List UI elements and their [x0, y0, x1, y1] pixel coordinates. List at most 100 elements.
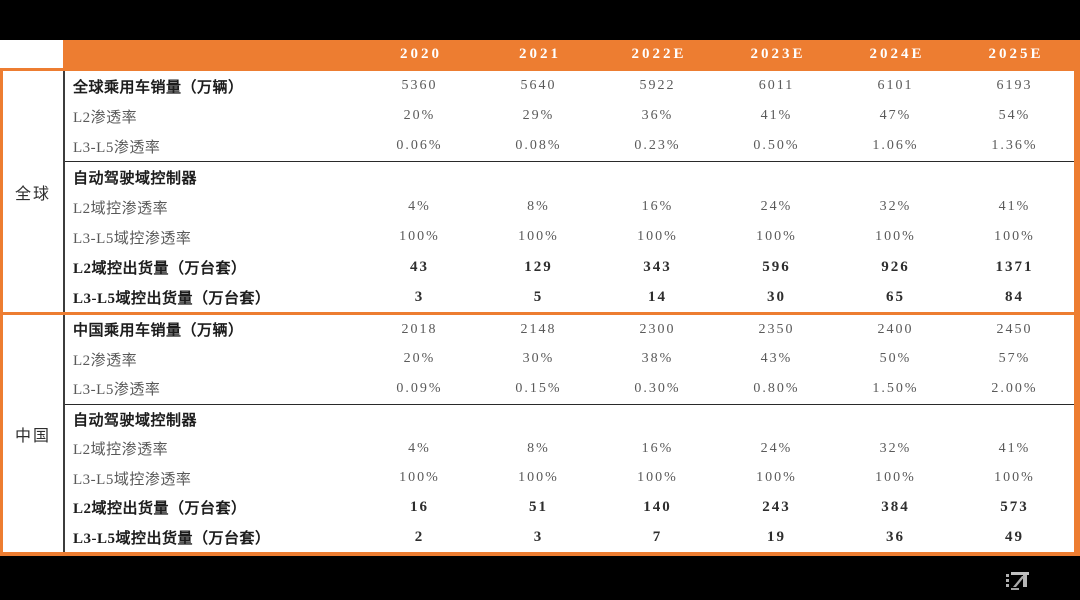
region-cell-china: 中国 [3, 315, 65, 552]
value-cell: 4% [408, 199, 431, 214]
value-cell: 36% [641, 108, 674, 123]
value-cell: 100% [875, 470, 916, 486]
value-cell: 19 [767, 528, 786, 545]
value-cell: 2300 [639, 321, 676, 337]
row-label: L3-L5域控出货量（万台套） [73, 290, 271, 307]
value-cell: 1.36% [991, 138, 1038, 153]
table-row: 自动驾驶域控制器 [65, 161, 1074, 192]
region-label: 中国 [14, 427, 51, 445]
value-cell: 2148 [520, 321, 557, 337]
value-cell: 0.09% [396, 380, 443, 396]
value-cell: 100% [756, 470, 797, 486]
table-row: 自动驾驶域控制器 [65, 403, 1074, 435]
value-cell: 57% [998, 351, 1031, 367]
value-cell: 20% [403, 108, 436, 123]
value-cell: 6011 [758, 78, 795, 93]
value-cell: 5922 [639, 78, 676, 93]
value-cell: 100% [994, 470, 1035, 486]
value-cell: 54% [998, 108, 1031, 123]
row-label: 中国乘用车销量（万辆） [73, 323, 244, 340]
value-cell: 24% [760, 440, 793, 456]
value-cell: 0.15% [515, 380, 562, 396]
value-cell: 2350 [758, 321, 795, 337]
value-cell: 926 [881, 258, 910, 275]
value-cell: 6101 [877, 78, 914, 93]
value-cell: 100% [399, 470, 440, 486]
table-row: L3-L5域控出货量（万台套） 3 5 14 30 65 84 [65, 282, 1074, 312]
value-cell: 100% [756, 229, 797, 244]
table-row: L2域控渗透率 4% 8% 16% 24% 32% 41% [65, 192, 1074, 222]
value-cell: 16% [641, 199, 674, 214]
table-row: L2域控渗透率 4% 8% 16% 24% 32% 41% [65, 434, 1074, 464]
table-row: L3-L5渗透率 0.09% 0.15% 0.30% 0.80% 1.50% 2.00% [65, 374, 1074, 404]
table-row: L3-L5域控渗透率 100% 100% 100% 100% 100% 100% [65, 464, 1074, 494]
table-row: 中国乘用车销量（万辆） 2018 2148 2300 2350 2400 2450 [65, 315, 1074, 345]
value-cell: 0.08% [515, 138, 562, 153]
value-cell: 243 [762, 499, 791, 516]
value-cell: 129 [524, 258, 553, 275]
value-cell: 7 [652, 528, 663, 545]
value-cell: 29% [522, 108, 555, 123]
column-header-2020: 2020 [360, 40, 479, 68]
value-cell: 2018 [401, 321, 438, 337]
region-label: 全球 [14, 185, 51, 203]
section-rows: 中国乘用车销量（万辆） 2018 2148 2300 2350 2400 2450 L2渗透率… [65, 315, 1074, 552]
value-cell: 41% [998, 440, 1031, 456]
value-cell: 8% [527, 440, 550, 456]
value-cell: 573 [1000, 499, 1029, 516]
row-label: L2渗透率 [73, 352, 138, 369]
watermark-logo-fragment [1006, 572, 1029, 590]
column-header-2023E: 2023E [717, 40, 836, 68]
value-cell: 100% [994, 229, 1035, 244]
value-cell: 2400 [877, 321, 914, 337]
value-cell: 38% [641, 351, 674, 367]
row-label: L2域控渗透率 [73, 200, 169, 217]
value-cell: 8% [527, 199, 550, 214]
value-cell: 0.23% [634, 138, 681, 153]
value-cell: 84 [1005, 288, 1024, 305]
value-cell: 6193 [996, 78, 1033, 93]
value-cell: 2450 [996, 321, 1033, 337]
value-cell: 0.50% [753, 138, 800, 153]
corner-cell [0, 40, 63, 68]
value-cell: 32% [879, 440, 912, 456]
value-cell: 4% [408, 440, 431, 456]
row-label: 自动驾驶域控制器 [73, 412, 198, 429]
row-label: L3-L5域控渗透率 [73, 230, 192, 247]
value-cell: 47% [879, 108, 912, 123]
section-china: 中国 中国乘用车销量（万辆） 2018 2148 2300 2350 2400 2450 L2渗… [3, 315, 1074, 552]
value-cell: 100% [518, 470, 559, 486]
value-cell: 36 [886, 528, 905, 545]
row-label: L2域控出货量（万台套） [73, 260, 247, 277]
value-cell: 1371 [995, 258, 1034, 275]
row-label: L3-L5域控渗透率 [73, 471, 192, 488]
row-label: L3-L5渗透率 [73, 382, 161, 399]
column-header-2021: 2021 [479, 40, 598, 68]
value-cell: 14 [648, 288, 667, 305]
value-cell: 43 [410, 258, 429, 275]
value-cell: 100% [399, 229, 440, 244]
value-cell: 0.30% [634, 380, 681, 396]
value-cell: 32% [879, 199, 912, 214]
value-cell: 100% [518, 229, 559, 244]
value-cell: 43% [760, 351, 793, 367]
row-label: L2域控渗透率 [73, 442, 169, 459]
forecast-table: 2020 2021 2022E 2023E 2024E 2025E 全球 全球乘用车销量（万… [0, 40, 1080, 556]
value-cell: 140 [643, 499, 672, 516]
column-header-2024E: 2024E [836, 40, 955, 68]
table-row: L2域控出货量（万台套） 16 51 140 243 384 573 [65, 493, 1074, 523]
table-row: L2域控出货量（万台套） 43 129 343 596 926 1371 [65, 252, 1074, 282]
table-row: L3-L5域控渗透率 100% 100% 100% 100% 100% 100% [65, 222, 1074, 252]
value-cell: 65 [886, 288, 905, 305]
value-cell: 343 [643, 258, 672, 275]
value-cell: 5 [533, 288, 544, 305]
value-cell: 30 [767, 288, 786, 305]
section-global: 全球 全球乘用车销量（万辆） 5360 5640 5922 6011 6101 6193 L2渗… [3, 71, 1074, 315]
value-cell: 49 [1005, 528, 1024, 545]
value-cell: 3 [533, 528, 544, 545]
value-cell: 30% [522, 351, 555, 367]
header-tail [1074, 40, 1080, 68]
row-label: L2域控出货量（万台套） [73, 501, 247, 518]
value-cell: 16% [641, 440, 674, 456]
